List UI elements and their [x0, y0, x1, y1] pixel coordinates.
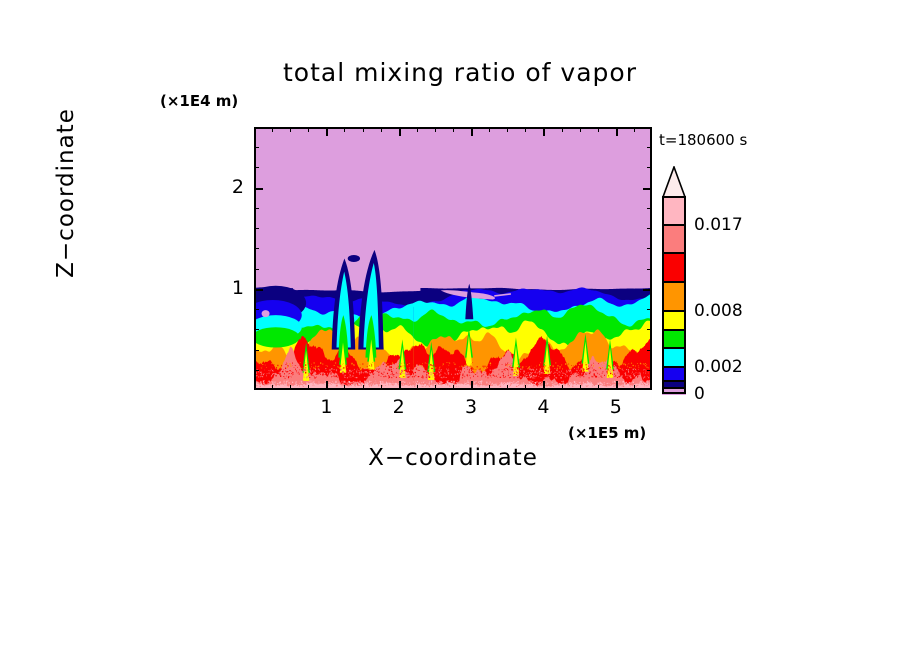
colorbar-band [662, 224, 686, 254]
colorbar-band [662, 348, 686, 368]
colorbar-value-label: 0.002 [694, 357, 743, 378]
x-tick-label: 1 [320, 396, 333, 418]
plot-area [254, 127, 652, 390]
x-tick-label: 5 [609, 396, 622, 418]
y-tick-label: 2 [231, 175, 244, 198]
colorbar-band [662, 310, 686, 331]
y-tick-label: 1 [231, 276, 244, 299]
x-tick-label: 3 [465, 396, 478, 418]
colorbar-value-label: 0.017 [694, 214, 743, 235]
page-title: total mixing ratio of vapor [282, 58, 637, 87]
contour-field [254, 127, 652, 390]
colorbar-over-arrow [661, 166, 687, 198]
colorbar-band [662, 367, 686, 382]
colorbar [662, 196, 686, 395]
x-axis-title: X−coordinate [368, 445, 538, 471]
y-axis-unit-label: (×1E4 m) [160, 92, 239, 110]
colorbar-band [662, 253, 686, 283]
timestamp-label: t=180600 s [659, 131, 748, 149]
colorbar-band [662, 329, 686, 350]
x-tick-label: 2 [392, 396, 405, 418]
colorbar-band [662, 380, 686, 389]
colorbar-band [662, 196, 686, 226]
y-axis-title: Z−coordinate [53, 108, 79, 278]
colorbar-band [662, 388, 686, 395]
colorbar-band [662, 282, 686, 312]
x-axis-unit-label: (×1E5 m) [568, 424, 647, 442]
colorbar-value-label: 0 [694, 384, 705, 404]
colorbar-value-label: 0.008 [694, 300, 743, 321]
x-tick-label: 4 [537, 396, 550, 418]
